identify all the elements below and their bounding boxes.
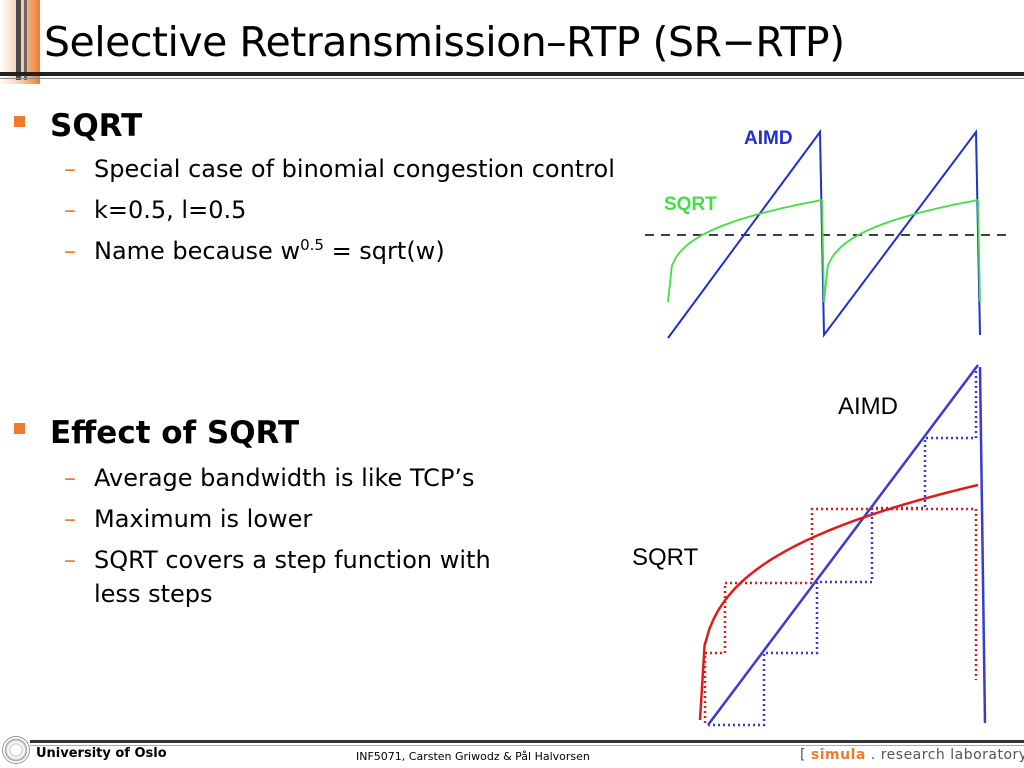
aimd-drop-line [978, 366, 987, 724]
header-rule [0, 78, 1024, 79]
aimd-step-function [708, 369, 978, 727]
sqrt-drop-1 [821, 199, 825, 303]
sqrt-curve-2 [823, 199, 979, 303]
list-item-text: Average bandwidth is like TCP’s [94, 464, 475, 492]
list-item-text: = sqrt(w) [323, 237, 445, 265]
step-function-figure [698, 364, 987, 727]
header-bar [16, 0, 21, 80]
sqrt-curve [698, 483, 979, 721]
bracket-open: [ [800, 747, 811, 763]
sqrt-drop-2 [977, 199, 981, 303]
university-name: University of Oslo [36, 746, 167, 761]
dash-icon: – [64, 464, 76, 492]
list-item-text: less steps [94, 580, 213, 608]
aimd-diagonal-line [707, 364, 979, 726]
list-item: – Maximum is lower [64, 502, 313, 536]
dash-icon: – [64, 505, 76, 533]
dash-icon: – [64, 155, 76, 183]
header-bar [24, 0, 27, 80]
university-seal-icon [2, 736, 30, 764]
list-item-text: Special case of binomial congestion cont… [94, 155, 615, 183]
sqrt-curve-1 [667, 199, 823, 303]
sqrt-step-function [703, 507, 978, 723]
dash-icon: – [64, 546, 76, 574]
list-item: – Special case of binomial congestion co… [64, 152, 615, 186]
aimd-label: AIMD [838, 393, 898, 420]
simula-lab-logo: [ simula . research laboratory ] [800, 747, 1024, 763]
course-credit: INF5071, Carsten Griwodz & Pål Halvorsen [356, 750, 590, 763]
lab-text: . research laboratory ] [865, 747, 1024, 763]
dash-icon: – [64, 196, 76, 224]
dash-icon: – [64, 237, 76, 265]
square-bullet-icon [14, 116, 25, 127]
square-bullet-icon [14, 423, 25, 434]
list-item-continuation: less steps [94, 577, 213, 611]
bullet-heading: Effect of SQRT [50, 415, 300, 451]
footer-rule [30, 740, 1024, 743]
list-item: – Name because w0.5 = sqrt(w) [64, 234, 445, 268]
list-item: – Average bandwidth is like TCP’s [64, 461, 475, 495]
header-rule [0, 72, 1024, 76]
simula-wordmark: simula [810, 747, 866, 763]
aimd-sqrt-sawtooth-figure: AIMD SQRT [645, 128, 1008, 339]
bullet-effect-of-sqrt: Effect of SQRT [14, 415, 300, 451]
list-item: – k=0.5, l=0.5 [64, 193, 247, 227]
sqrt-label: SQRT [632, 544, 699, 571]
list-item-text: Maximum is lower [94, 505, 313, 533]
bullet-sqrt: SQRT [14, 108, 143, 144]
list-item-text: SQRT covers a step function with [94, 546, 491, 574]
sqrt-label: SQRT [664, 194, 717, 215]
list-item-text: k=0.5, l=0.5 [94, 196, 247, 224]
list-item-text: Name because w [94, 237, 301, 265]
footer-rule [30, 745, 1024, 746]
superscript: 0.5 [300, 236, 324, 254]
list-item: – SQRT covers a step function with [64, 543, 491, 577]
slide-title: Selective Retransmission–RTP (SR−RTP) [44, 18, 845, 66]
aimd-label: AIMD [744, 128, 793, 149]
bullet-heading: SQRT [50, 108, 143, 144]
